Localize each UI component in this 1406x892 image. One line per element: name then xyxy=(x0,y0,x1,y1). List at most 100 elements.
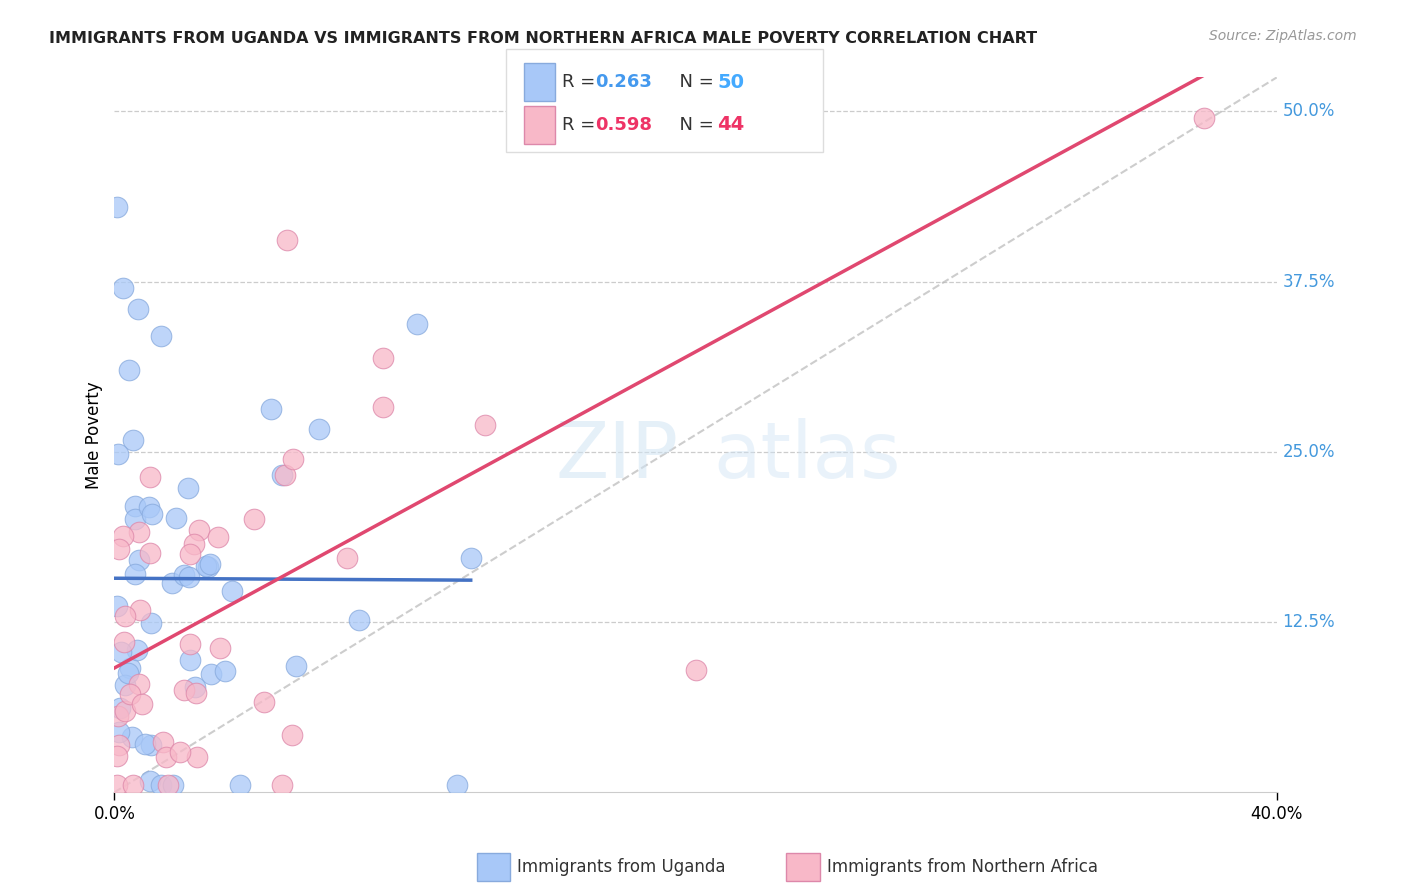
Point xyxy=(138,773,160,788)
Point xyxy=(124,512,146,526)
Text: Immigrants from Uganda: Immigrants from Uganda xyxy=(517,858,725,876)
Point xyxy=(121,730,143,744)
Point xyxy=(336,551,359,566)
Point xyxy=(105,779,128,793)
Point xyxy=(197,560,219,574)
Text: 25.0%: 25.0% xyxy=(1282,443,1336,461)
Point xyxy=(141,738,163,752)
Text: R =: R = xyxy=(562,116,602,134)
Point xyxy=(112,281,135,295)
Point xyxy=(214,665,236,679)
Point xyxy=(105,200,128,214)
Point xyxy=(118,363,141,377)
Point xyxy=(107,708,129,723)
Point xyxy=(184,680,207,694)
Point xyxy=(118,661,141,675)
Point xyxy=(107,541,129,556)
Point xyxy=(111,529,134,543)
Point xyxy=(120,687,142,701)
Point xyxy=(134,737,156,751)
Point xyxy=(283,451,305,466)
Point xyxy=(107,447,129,461)
Text: 12.5%: 12.5% xyxy=(1282,613,1336,631)
Text: R =: R = xyxy=(562,73,602,91)
Point xyxy=(446,779,468,793)
Text: 0.598: 0.598 xyxy=(595,116,652,134)
Point xyxy=(179,653,201,667)
Point xyxy=(281,729,304,743)
Point xyxy=(114,704,136,718)
Point xyxy=(184,686,207,700)
Point xyxy=(122,779,145,793)
Point xyxy=(165,511,187,525)
Point xyxy=(141,507,163,521)
Y-axis label: Male Poverty: Male Poverty xyxy=(86,381,103,489)
Point xyxy=(243,512,266,526)
Point xyxy=(125,643,148,657)
Point xyxy=(179,547,201,561)
Text: 37.5%: 37.5% xyxy=(1282,273,1336,291)
Point xyxy=(128,603,150,617)
Point xyxy=(274,468,297,483)
Point xyxy=(188,523,211,537)
Point xyxy=(186,749,208,764)
Point xyxy=(157,779,180,793)
Point xyxy=(138,546,160,560)
Point xyxy=(183,536,205,550)
Point xyxy=(105,748,128,763)
Text: N =: N = xyxy=(668,116,720,134)
Point xyxy=(173,568,195,582)
Point xyxy=(1192,112,1215,126)
Point xyxy=(194,558,217,573)
Point xyxy=(128,552,150,566)
Text: atlas: atlas xyxy=(713,418,900,494)
Point xyxy=(149,779,172,793)
Point xyxy=(578,112,600,126)
Point xyxy=(221,583,243,598)
Point xyxy=(124,499,146,513)
Text: N =: N = xyxy=(668,73,720,91)
Text: 50: 50 xyxy=(717,72,744,92)
Point xyxy=(685,663,707,677)
Text: Immigrants from Northern Africa: Immigrants from Northern Africa xyxy=(827,858,1098,876)
Point xyxy=(139,470,162,484)
Point xyxy=(169,745,191,759)
Point xyxy=(152,735,174,749)
Point xyxy=(200,667,222,681)
Point xyxy=(131,697,153,711)
Point xyxy=(177,569,200,583)
Text: 44: 44 xyxy=(717,115,744,135)
Point xyxy=(207,530,229,544)
Point xyxy=(271,467,294,482)
Point xyxy=(138,500,160,515)
Point xyxy=(405,317,427,331)
Point xyxy=(141,616,163,631)
Point xyxy=(173,683,195,698)
Point xyxy=(108,725,131,739)
Point xyxy=(160,576,183,591)
Point xyxy=(108,739,131,753)
Point xyxy=(110,644,132,658)
Text: 0.263: 0.263 xyxy=(595,73,651,91)
Point xyxy=(124,566,146,581)
Point xyxy=(271,779,294,793)
Point xyxy=(228,779,250,793)
Point xyxy=(308,422,330,436)
Point xyxy=(373,400,395,414)
Point xyxy=(114,678,136,692)
Point xyxy=(198,557,221,571)
Point xyxy=(276,233,298,247)
Point xyxy=(149,329,172,343)
Point xyxy=(347,614,370,628)
Point xyxy=(260,402,283,417)
Point xyxy=(128,524,150,539)
Text: 50.0%: 50.0% xyxy=(1282,103,1334,120)
Point xyxy=(114,609,136,624)
Text: IMMIGRANTS FROM UGANDA VS IMMIGRANTS FROM NORTHERN AFRICA MALE POVERTY CORRELATI: IMMIGRANTS FROM UGANDA VS IMMIGRANTS FRO… xyxy=(49,31,1038,46)
Point xyxy=(373,351,395,365)
Point xyxy=(460,551,482,566)
Point xyxy=(112,635,135,649)
Point xyxy=(474,418,496,433)
Point xyxy=(177,482,200,496)
Point xyxy=(127,301,149,316)
